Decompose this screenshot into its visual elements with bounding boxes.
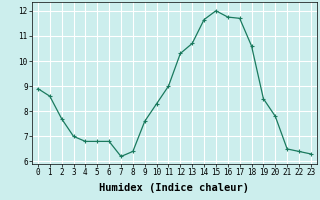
X-axis label: Humidex (Indice chaleur): Humidex (Indice chaleur) [100,183,249,193]
